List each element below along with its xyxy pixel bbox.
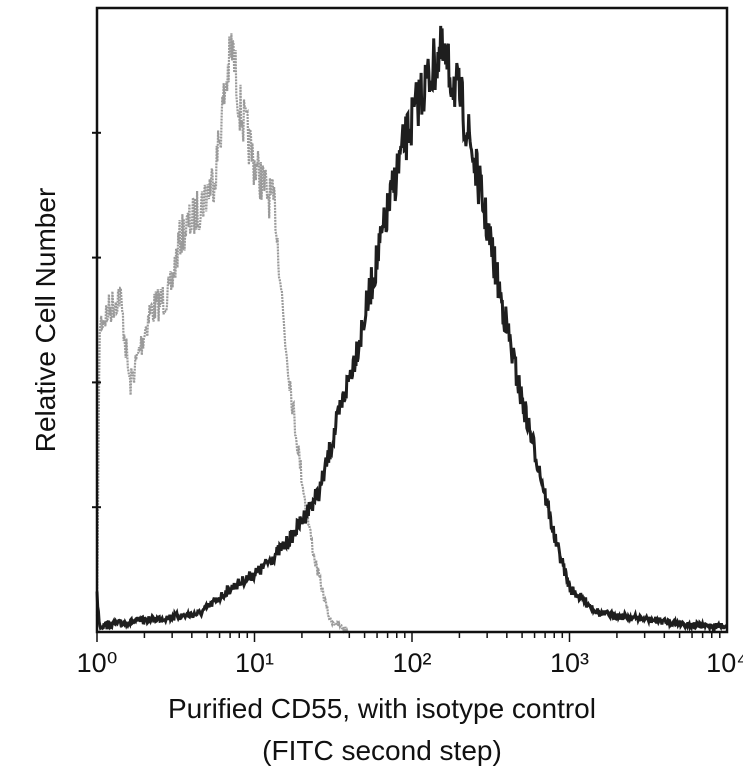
y-axis-label: Relative Cell Number — [30, 188, 61, 453]
x-tick-label: 10⁴ — [706, 648, 743, 678]
x-tick-label: 10⁰ — [77, 648, 118, 678]
x-tick-labels: 10⁰ 10¹ 10² 10³ 10⁴ — [77, 648, 743, 678]
x-axis-label-line2: (FITC second step) — [262, 735, 502, 766]
x-tick-label: 10¹ — [235, 648, 274, 678]
x-axis-label: Purified CD55, with isotype control — [168, 693, 596, 724]
ticks — [92, 131, 721, 642]
isotype-control-curve — [95, 33, 349, 635]
x-tick-label: 10² — [392, 648, 431, 678]
cd55-curve — [95, 25, 728, 634]
x-tick-label: 10³ — [550, 648, 589, 678]
curves — [95, 25, 728, 635]
